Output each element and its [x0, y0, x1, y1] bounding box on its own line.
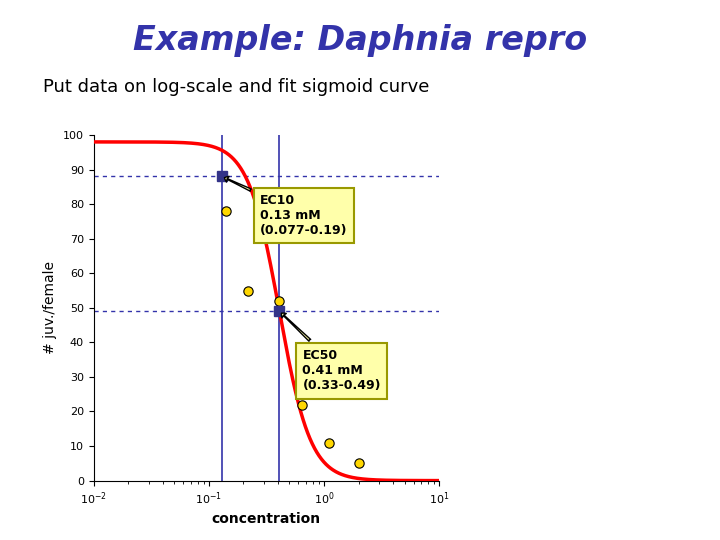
Point — [220, 207, 231, 215]
Y-axis label: # juv./female: # juv./female — [43, 261, 58, 354]
Text: Example: Daphnia repro: Example: Daphnia repro — [133, 24, 587, 57]
Point — [297, 400, 308, 409]
X-axis label: concentration: concentration — [212, 512, 321, 526]
Point — [274, 296, 285, 305]
Text: Put data on log-scale and fit sigmoid curve: Put data on log-scale and fit sigmoid cu… — [43, 78, 430, 96]
Point — [353, 459, 364, 468]
Point — [243, 286, 254, 295]
Point — [323, 438, 335, 447]
Text: EC10
0.13 mM
(0.077-0.19): EC10 0.13 mM (0.077-0.19) — [225, 177, 348, 237]
Text: EC50
0.41 mM
(0.33-0.49): EC50 0.41 mM (0.33-0.49) — [282, 313, 381, 392]
